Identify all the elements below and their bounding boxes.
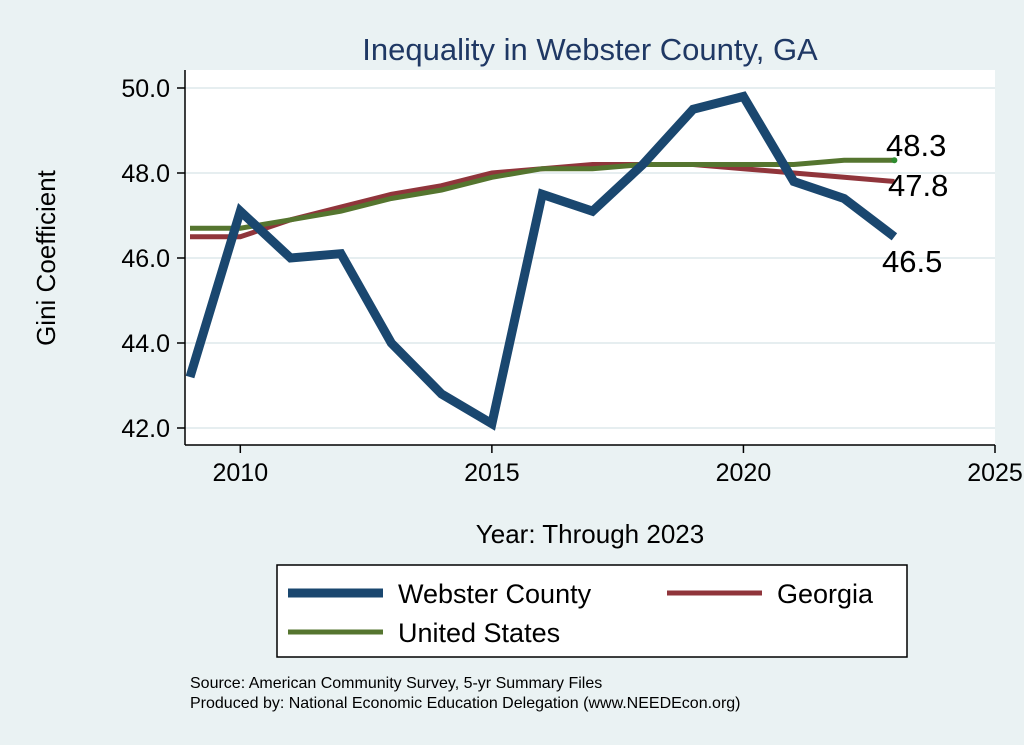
legend-item-georgia: Georgia: [667, 579, 874, 609]
y-tick-label: 42.0: [121, 415, 170, 443]
y-ticks: 42.0 44.0 46.0 48.0 50.0: [121, 75, 185, 443]
x-ticks: 2010 2015 2020 2025: [213, 445, 1023, 487]
end-label-webster: 46.5: [882, 244, 942, 279]
y-tick-label: 50.0: [121, 75, 170, 103]
legend-label-united-states: United States: [398, 618, 560, 648]
footer-producer: Produced by: National Economic Education…: [190, 695, 741, 712]
x-tick-label: 2020: [716, 459, 772, 487]
legend-box: [276, 564, 908, 658]
y-axis-title: Gini Coefficient: [31, 169, 61, 346]
footer-source: Source: American Community Survey, 5-yr …: [190, 675, 602, 692]
legend-item-webster: Webster County: [288, 579, 592, 609]
y-tick-label: 48.0: [121, 160, 170, 188]
x-tick-label: 2025: [967, 459, 1023, 487]
x-tick-label: 2010: [213, 459, 269, 487]
y-tick-label: 44.0: [121, 330, 170, 358]
series-lines: [185, 91, 898, 431]
end-label-united-states: 48.3: [886, 128, 946, 163]
x-tick-label: 2015: [464, 459, 520, 487]
legend-item-united-states: United States: [288, 618, 560, 648]
chart-title: Inequality in Webster County, GA: [362, 32, 818, 67]
legend-label-georgia: Georgia: [777, 579, 874, 609]
series-line-webster: [185, 91, 898, 431]
y-tick-label: 46.0: [121, 245, 170, 273]
x-axis-title: Year: Through 2023: [476, 519, 704, 549]
end-label-georgia: 47.8: [888, 168, 948, 203]
end-marker-united-states: [891, 157, 898, 164]
end-labels: 48.3 47.8 46.5: [882, 128, 948, 279]
series-line-united-states: [190, 157, 895, 231]
legend-label-webster: Webster County: [398, 579, 592, 609]
